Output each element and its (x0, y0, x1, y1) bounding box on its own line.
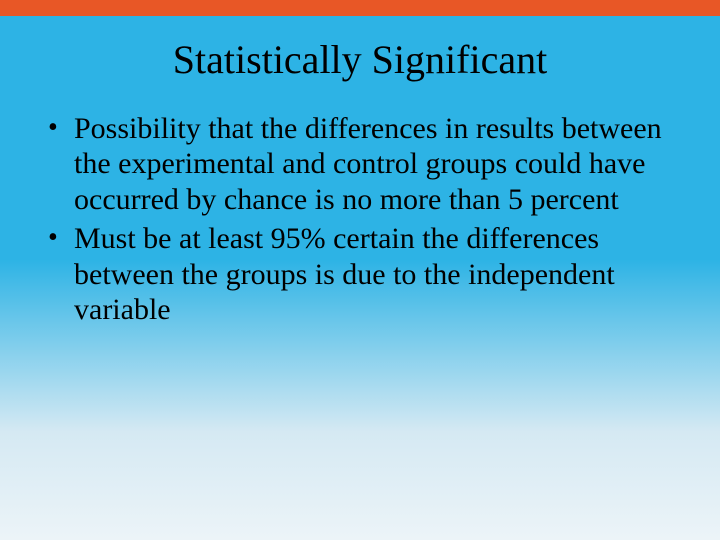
bullet-list: Possibility that the differences in resu… (40, 111, 672, 327)
slide-title: Statistically Significant (0, 16, 720, 111)
bullet-item: Must be at least 95% certain the differe… (40, 221, 672, 327)
slide-body: Possibility that the differences in resu… (0, 111, 720, 327)
bullet-item: Possibility that the differences in resu… (40, 111, 672, 217)
slide-container: Statistically Significant Possibility th… (0, 0, 720, 540)
accent-bar (0, 0, 720, 16)
